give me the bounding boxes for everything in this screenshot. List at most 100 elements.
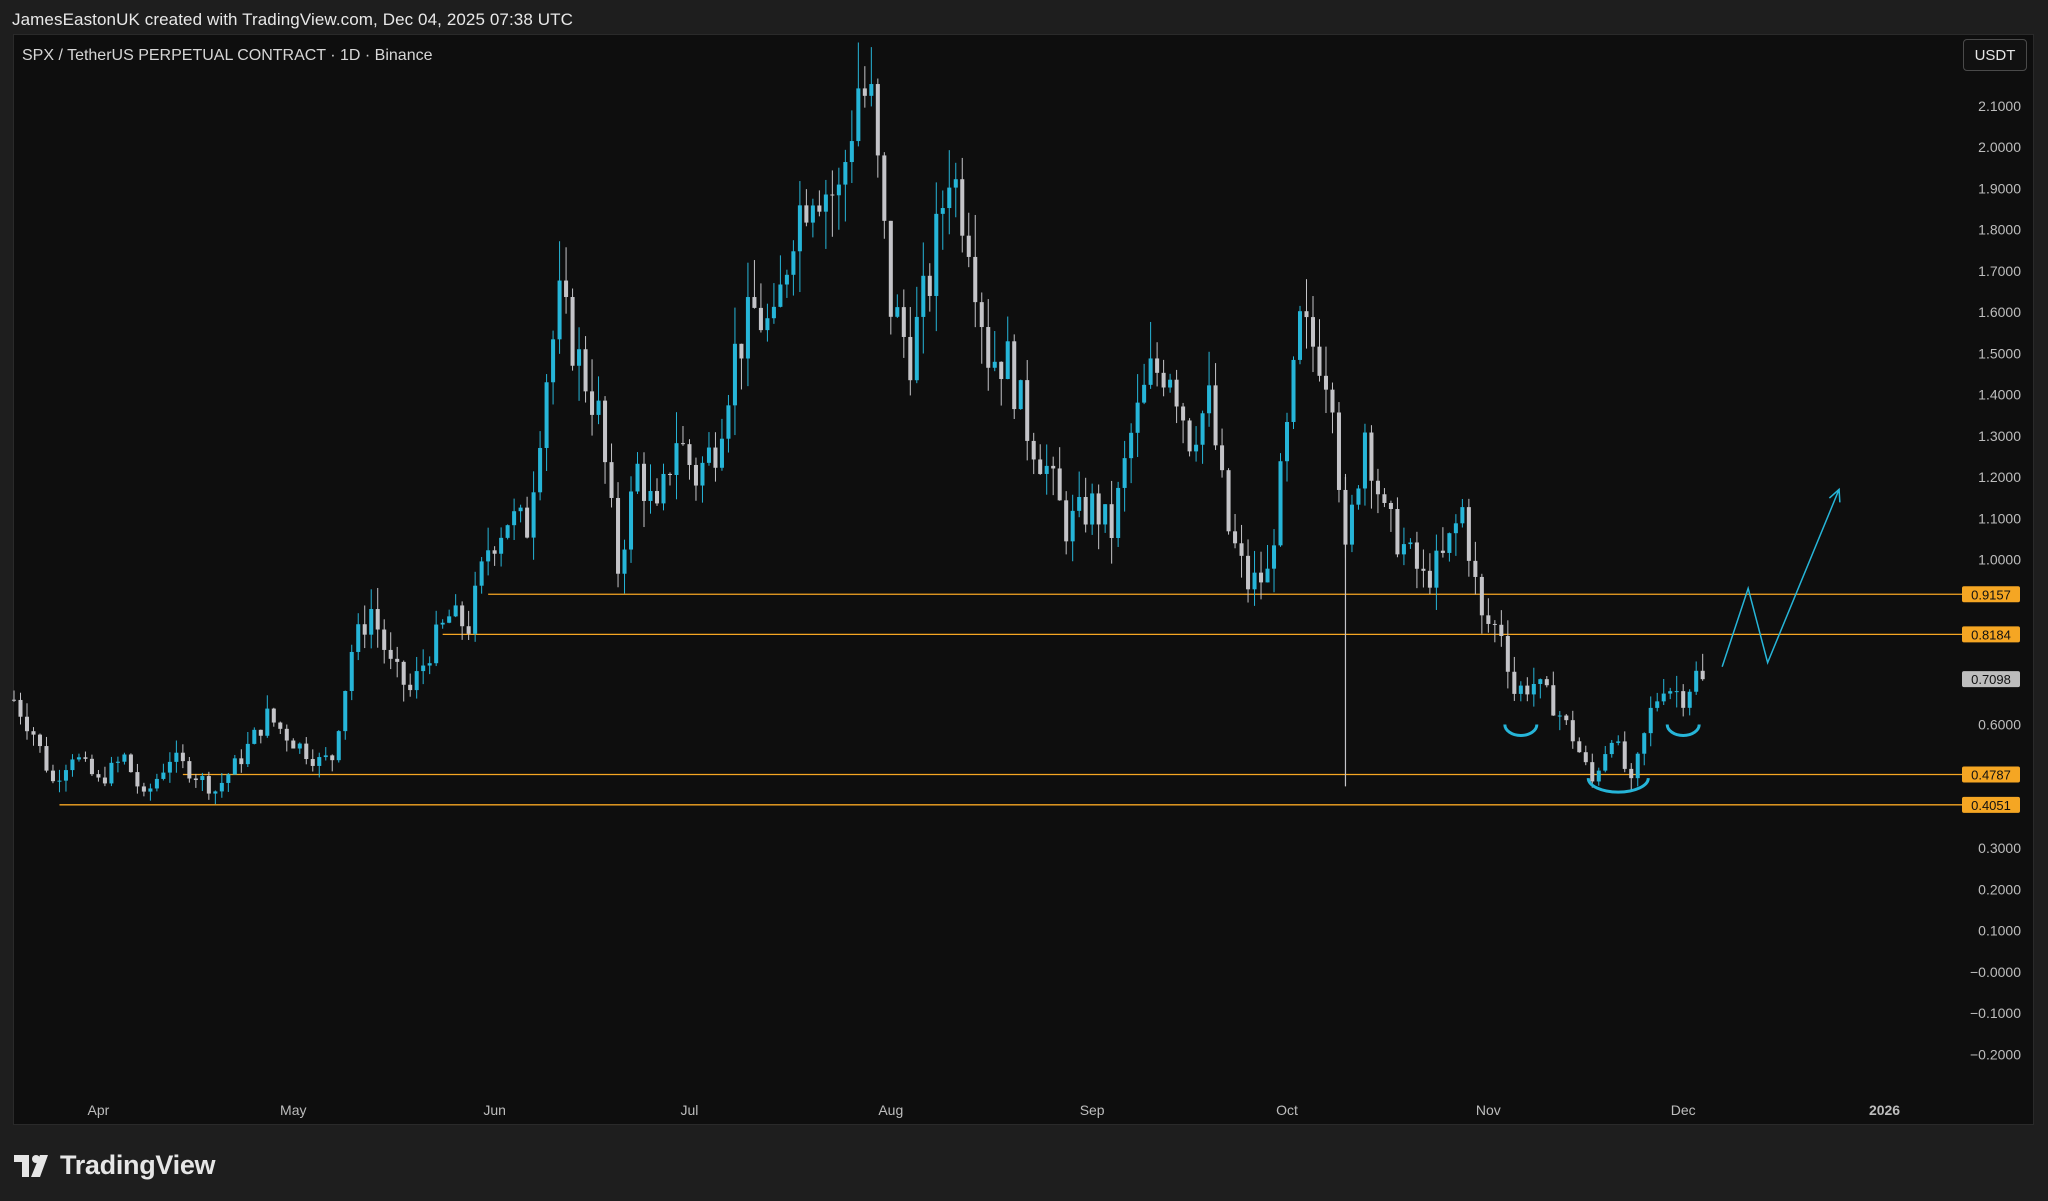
candle-body	[661, 473, 666, 504]
candle-body	[356, 624, 361, 652]
candle-body	[804, 205, 809, 223]
price-tick-label: 1.5000	[1978, 345, 2021, 361]
candle-body	[1239, 543, 1244, 556]
candle-body	[583, 349, 588, 392]
candle-body	[849, 141, 854, 163]
candle-body	[1570, 720, 1575, 742]
candle-body	[1284, 421, 1290, 462]
candle-body	[674, 443, 679, 476]
level-price-label: 0.4787	[1971, 767, 2011, 782]
annotations	[1503, 487, 1841, 794]
time-tick-label: Nov	[1476, 1102, 1501, 1118]
candle-body	[960, 179, 965, 236]
candle-body	[1310, 317, 1316, 347]
candle-body	[408, 684, 413, 691]
candle-body	[349, 651, 354, 692]
candle-body	[1674, 691, 1679, 693]
candle-body	[1492, 623, 1497, 625]
candle-body	[603, 400, 608, 463]
candle-body	[1233, 531, 1238, 544]
chart-panel[interactable]	[13, 34, 2034, 1125]
candle-body	[1012, 341, 1017, 410]
currency-button[interactable]: USDT	[1963, 39, 2027, 71]
candle-body	[771, 306, 776, 319]
candle-body	[11, 699, 17, 701]
price-tick-label: 0.1000	[1978, 923, 2021, 939]
candle-body	[570, 297, 575, 366]
candle-body	[1362, 432, 1367, 489]
candles	[11, 42, 1705, 805]
candle-body	[713, 447, 718, 468]
candle-body	[57, 780, 62, 782]
candle-body	[102, 777, 107, 784]
candle-body	[382, 629, 387, 650]
candle-body	[167, 761, 172, 773]
candle-body	[680, 443, 685, 445]
price-tick-label: −0.2000	[1970, 1046, 2021, 1062]
candle-body	[187, 761, 192, 779]
candle-body	[466, 626, 471, 634]
candle-body	[479, 561, 484, 586]
candle-body	[726, 405, 731, 439]
candle-body	[758, 307, 763, 331]
candle-body	[213, 791, 218, 794]
candle-body	[1648, 707, 1653, 734]
price-tick-label: 1.9000	[1978, 180, 2021, 196]
price-axis: 2.20002.10002.00001.90001.80001.70001.60…	[1962, 57, 2021, 1062]
candle-body	[1090, 493, 1095, 525]
candle-body	[1356, 488, 1361, 505]
candle-body	[745, 297, 750, 359]
price-tick-label: 2.0000	[1978, 139, 2021, 155]
candle-body	[1148, 358, 1153, 385]
candle-body	[1388, 502, 1393, 510]
candle-body	[1505, 636, 1510, 672]
candle-body	[453, 605, 458, 617]
support-resistance-levels: 0.9157 0.8184 0.4787 0.4051	[59, 586, 2020, 813]
candle-body	[1369, 432, 1374, 481]
price-tick-label: 1.3000	[1978, 428, 2021, 444]
candle-body	[1207, 385, 1212, 414]
price-tick-label: 1.8000	[1978, 222, 2021, 238]
candle-body	[706, 447, 711, 463]
candle-body	[856, 88, 861, 142]
candle-body	[1122, 458, 1127, 488]
head-arc	[1586, 777, 1650, 794]
candle-body	[966, 235, 971, 257]
candle-body	[486, 550, 491, 562]
candle-body	[395, 658, 400, 662]
candle-body	[1336, 412, 1341, 490]
candle-body	[388, 649, 393, 659]
candle-body	[895, 307, 900, 317]
candle-body	[401, 661, 406, 685]
candle-body	[505, 525, 510, 538]
candle-body	[50, 770, 55, 782]
price-tick-label: 1.0000	[1978, 552, 2021, 568]
candle-body	[629, 491, 634, 550]
candle-body	[1297, 311, 1303, 360]
candle-body	[1252, 572, 1257, 590]
candle-body	[1596, 770, 1601, 782]
candle-body	[135, 772, 140, 787]
candle-body	[1096, 493, 1101, 525]
candle-body	[1129, 432, 1134, 459]
candle-body	[1408, 542, 1413, 545]
candle-body	[1427, 570, 1432, 588]
candle-body	[1142, 384, 1147, 403]
time-tick-label: Sep	[1080, 1102, 1105, 1118]
candle-body	[265, 708, 270, 736]
candle-body	[882, 155, 887, 221]
candle-body	[232, 758, 237, 775]
candle-body	[1590, 762, 1595, 782]
candle-body	[37, 734, 42, 747]
candle-body	[434, 624, 439, 664]
candle-body	[161, 772, 166, 779]
candle-body	[1564, 715, 1569, 721]
candle-body	[1700, 670, 1705, 680]
candle-body	[1317, 346, 1322, 376]
candle-body	[784, 274, 789, 285]
candle-body	[1518, 685, 1523, 694]
tradingview-logo[interactable]: TradingView	[14, 1150, 216, 1181]
candle-body	[1220, 445, 1225, 471]
candle-body	[551, 339, 556, 383]
